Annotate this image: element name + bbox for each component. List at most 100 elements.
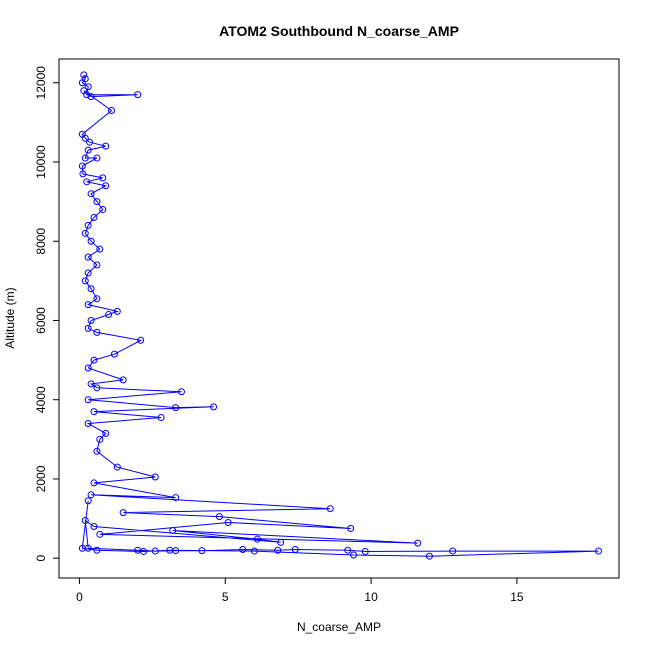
data-point	[81, 154, 89, 162]
data-point	[93, 198, 101, 206]
data-point	[151, 547, 159, 555]
data-point	[83, 178, 91, 186]
data-point	[347, 524, 355, 532]
y-tick-label: 0	[34, 555, 48, 562]
data-point	[178, 388, 185, 396]
data-point	[93, 546, 101, 554]
data-point	[78, 544, 86, 552]
data-point	[93, 447, 101, 455]
data-point	[90, 522, 98, 530]
data-point	[87, 316, 95, 324]
data-point	[102, 142, 110, 150]
data-point	[96, 245, 104, 253]
data-point	[414, 539, 422, 547]
data-point	[198, 547, 206, 555]
y-tick-label: 6000	[34, 307, 48, 334]
data-point	[172, 494, 180, 502]
data-point	[169, 526, 177, 534]
data-point	[350, 551, 358, 559]
data-point	[277, 538, 285, 546]
data-point	[79, 170, 87, 178]
x-tick-label: 0	[76, 590, 83, 604]
data-point	[137, 336, 145, 344]
data-point	[87, 380, 95, 388]
data-point	[172, 404, 180, 412]
data-point	[86, 138, 94, 146]
series-line	[81, 74, 599, 557]
data-point	[87, 491, 95, 499]
data-point	[108, 107, 115, 115]
y-tick-label: 10000	[34, 145, 48, 179]
chart-title: ATOM2 Southbound N_coarse_AMP	[219, 23, 459, 39]
data-point	[81, 134, 89, 142]
data-point	[84, 497, 92, 505]
data-point	[93, 154, 101, 162]
data-layer	[78, 71, 603, 560]
x-tick-label: 10	[364, 590, 378, 604]
data-point	[84, 324, 92, 332]
y-tick-label: 4000	[34, 386, 48, 413]
data-point	[96, 530, 104, 538]
data-point	[90, 479, 98, 487]
data-point	[81, 277, 89, 285]
data-point	[87, 285, 95, 293]
data-point	[81, 229, 89, 237]
plot-frame	[58, 58, 620, 579]
data-point	[87, 93, 95, 101]
data-point	[84, 253, 92, 261]
data-point	[224, 519, 232, 527]
data-point	[84, 83, 92, 91]
data-point	[105, 311, 113, 319]
data-point	[93, 328, 101, 336]
data-point	[210, 403, 218, 411]
data-point	[78, 162, 86, 170]
data-point	[425, 552, 433, 560]
data-point	[113, 463, 121, 471]
y-tick-label: 12000	[34, 66, 48, 100]
data-point	[99, 174, 107, 182]
data-point	[151, 473, 159, 481]
data-point	[80, 71, 88, 79]
data-point	[157, 414, 165, 422]
data-point	[119, 376, 127, 384]
data-point	[361, 547, 369, 555]
data-point	[140, 547, 148, 555]
data-point	[80, 87, 88, 95]
y-tick-label: 2000	[34, 465, 48, 492]
data-point	[90, 213, 98, 221]
data-point	[87, 237, 95, 245]
x-axis-label: N_coarse_AMP	[297, 620, 381, 634]
data-point	[134, 91, 142, 99]
data-point	[250, 547, 258, 555]
data-point	[84, 146, 92, 154]
data-point	[93, 261, 101, 269]
data-point	[344, 546, 352, 554]
data-point	[90, 408, 98, 416]
data-point	[84, 269, 92, 277]
data-point	[84, 364, 92, 372]
data-point	[113, 307, 121, 315]
data-point	[274, 546, 282, 554]
data-point	[215, 513, 223, 521]
data-point	[78, 79, 86, 87]
x-tick-label: 5	[222, 590, 229, 604]
data-point	[239, 545, 247, 553]
data-point	[84, 301, 92, 309]
data-point	[102, 429, 110, 437]
y-tick-label: 8000	[34, 228, 48, 255]
data-point	[84, 221, 92, 229]
data-point	[96, 435, 104, 443]
data-point	[102, 182, 110, 190]
data-point	[90, 356, 98, 364]
data-point	[326, 505, 334, 513]
y-axis-label: Altitude (m)	[3, 287, 17, 348]
y-axis: 0 2000 4000 6000 8000 10000 12000	[34, 66, 60, 562]
data-point	[291, 545, 299, 553]
data-point	[93, 384, 101, 392]
data-point	[87, 190, 95, 198]
data-point	[81, 517, 89, 525]
data-point	[166, 546, 174, 554]
data-point	[84, 419, 92, 427]
data-point	[595, 547, 603, 555]
